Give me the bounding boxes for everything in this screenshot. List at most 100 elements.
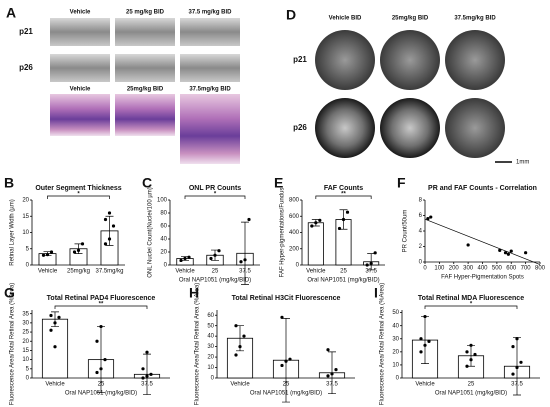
data-point (473, 352, 477, 357)
data-point (341, 217, 346, 222)
scale-label: 1mm (516, 160, 529, 166)
row-label: p26 (293, 123, 307, 132)
x-axis-label: FAF Hyper-Pigmentation Spots (441, 275, 524, 281)
panel-letter: E (274, 175, 283, 191)
data-point (141, 376, 145, 380)
x-axis-label: Oral NAP1051 (mg/kg/BID) (307, 278, 379, 284)
y-tick-label: 0 (164, 263, 168, 269)
x-tick-label: 25 (283, 382, 290, 388)
y-tick-label: 400 (289, 230, 300, 236)
y-tick-label: 0 (26, 376, 30, 382)
y-axis-label: PR Count/50um (403, 210, 409, 253)
y-tick-label: 5 (26, 366, 30, 372)
data-point (111, 224, 116, 228)
data-point (337, 226, 342, 231)
row-label: p21 (293, 55, 307, 64)
x-tick-label: 37.5mg/kg (95, 269, 123, 275)
data-point (284, 359, 288, 363)
y-tick-label: 20 (160, 250, 167, 256)
data-point (469, 343, 473, 347)
chart-title: ONL PR Counts (189, 185, 241, 192)
data-point (288, 357, 292, 361)
significance-bracket (424, 305, 518, 309)
data-point (423, 314, 427, 319)
data-point (99, 324, 103, 329)
data-point (369, 261, 373, 265)
data-point (242, 334, 246, 338)
y-tick-label: 0 (26, 263, 30, 269)
data-point (57, 315, 61, 319)
y-tick-label: 20 (392, 349, 399, 355)
y-tick-label: 20 (22, 339, 29, 345)
y-tick-label: 40 (207, 334, 214, 340)
fundus-images (315, 30, 505, 158)
column-header: 37.5 mg/kg BID (188, 10, 232, 16)
panel-letter: D (286, 7, 296, 23)
data-point (280, 315, 284, 319)
data-point (76, 248, 81, 252)
x-tick-label: Vehicle (306, 269, 326, 275)
row-label: p21 (19, 27, 33, 36)
significance-label: * (77, 192, 80, 198)
y-tick-label: 0 (211, 376, 215, 382)
data-point (326, 348, 330, 352)
data-point (426, 217, 430, 221)
y-tick-label: 200 (289, 246, 300, 252)
data-point (53, 321, 57, 325)
x-tick-label: 37.5 (141, 382, 153, 388)
y-tick-label: 60 (207, 313, 214, 319)
y-tick-label: 30 (392, 336, 399, 342)
data-point (103, 242, 108, 246)
data-point (95, 339, 99, 343)
data-point (334, 368, 338, 372)
data-point (49, 328, 53, 332)
x-tick-label: 25 (98, 382, 105, 388)
significance-label: ** (99, 302, 104, 308)
data-point (509, 249, 513, 253)
y-tick-label: 5 (26, 246, 30, 252)
x-tick-label: 700 (521, 266, 532, 272)
x-tick-label: 25 (468, 382, 475, 388)
column-header: Vehicle BID (329, 16, 362, 22)
data-point (107, 237, 112, 241)
data-point (515, 337, 519, 341)
x-tick-label: Vehicle (175, 269, 195, 275)
y-tick-label: 20 (207, 355, 214, 361)
data-point (427, 339, 431, 343)
y-tick-label: 10 (392, 363, 399, 369)
y-tick-label: 10 (22, 230, 29, 236)
data-point (515, 365, 519, 370)
x-tick-label: 800 (535, 266, 546, 272)
data-point (465, 364, 469, 368)
x-tick-label: 37.5 (511, 382, 523, 388)
y-tick-label: 35 (22, 311, 29, 317)
data-point (519, 360, 523, 364)
y-tick-label: 50 (392, 310, 399, 316)
data-point (429, 215, 433, 219)
x-tick-label: 25 (340, 269, 347, 275)
x-axis-label: Oral NAP1051 (mg/kg/BID) (179, 278, 251, 284)
panel-letter: F (397, 175, 406, 191)
panel-letter: B (4, 175, 14, 191)
data-point (103, 217, 108, 222)
data-point (511, 372, 515, 376)
y-tick-label: 100 (157, 198, 168, 204)
data-point (72, 250, 77, 254)
x-tick-label: Vehicle (230, 382, 250, 388)
data-point (423, 343, 427, 347)
x-tick-label: 100 (434, 266, 445, 272)
chart-title: Total Retinal H3Cit Fluorescence (232, 295, 341, 302)
panel-letter: H (189, 285, 199, 301)
chart-title: Total Retinal MDA Fluorescence (418, 295, 524, 302)
data-point (213, 253, 217, 257)
trend-line (424, 218, 541, 265)
row-label: p26 (19, 63, 33, 72)
data-point (41, 253, 46, 257)
x-axis-label: Oral NAP1051 (mg/kg/BID) (65, 391, 137, 397)
data-point (524, 251, 528, 255)
data-point (80, 242, 85, 246)
error-bar (105, 215, 114, 246)
chart-title: Outer Segment Thickness (35, 185, 121, 192)
data-point (498, 248, 502, 252)
data-point (53, 345, 57, 349)
